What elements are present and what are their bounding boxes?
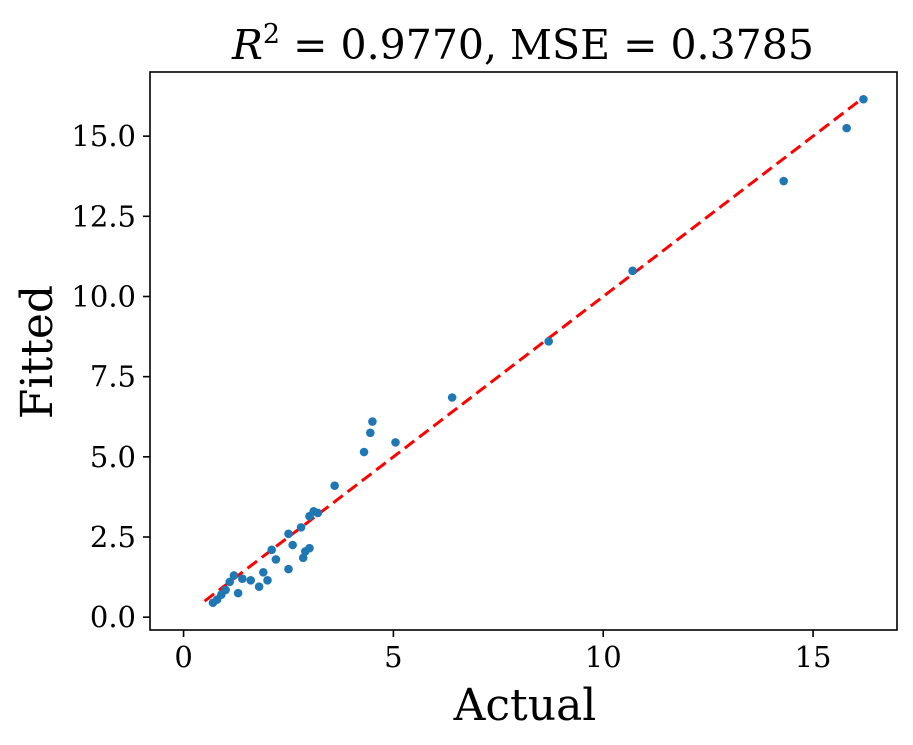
title-metrics: = 0.9770, MSE = 0.3785 xyxy=(280,21,814,69)
y-tick-label: 10.0 xyxy=(71,279,136,313)
scatter-point xyxy=(842,123,851,133)
x-axis-label: Actual xyxy=(453,680,597,731)
y-tick-label: 7.5 xyxy=(90,360,136,394)
y-tick-label: 15.0 xyxy=(71,119,136,153)
scatter-point xyxy=(296,523,306,532)
plot-area: 0 5 10 15 0.0 2.5 5.0 7.5 10.0 12.5 15.0 xyxy=(71,71,898,674)
scatter-point xyxy=(359,447,369,457)
reference-line xyxy=(203,96,865,603)
scatter-point xyxy=(238,574,247,583)
scatter-point xyxy=(254,582,264,592)
y-tick-label: 2.5 xyxy=(90,520,136,554)
scatter-point xyxy=(246,575,256,585)
scatter-point xyxy=(259,567,268,577)
y-tick-label: 12.5 xyxy=(71,199,136,233)
scatter-point xyxy=(225,577,235,587)
title-r-exponent: 2 xyxy=(263,19,280,50)
scatter-point xyxy=(391,438,400,447)
scatter-point xyxy=(313,508,323,518)
x-tick-label: 5 xyxy=(384,640,402,674)
scatter-point xyxy=(447,393,457,402)
scatter-point xyxy=(368,417,377,426)
y-tick-label: 5.0 xyxy=(90,440,136,474)
scatter-point xyxy=(544,337,553,346)
scatter-point xyxy=(305,543,314,553)
scatter-point xyxy=(267,545,277,555)
scatter-point xyxy=(263,575,272,585)
scatter-point xyxy=(284,529,293,539)
y-axis-label: Fitted xyxy=(12,285,63,419)
y-tick-label: 0.0 xyxy=(90,600,136,634)
plot-frame xyxy=(149,71,898,631)
scatter-point xyxy=(233,588,243,598)
scatter-points xyxy=(208,94,868,608)
scatter-point xyxy=(779,176,788,186)
scatter-point xyxy=(221,585,230,595)
x-axis-ticks: 0 5 10 15 xyxy=(174,630,832,674)
x-tick-label: 15 xyxy=(795,640,832,674)
scatter-point xyxy=(271,555,281,564)
chart-title: R2 = 0.9770, MSE = 0.3785 xyxy=(231,19,814,69)
title-r-symbol: R xyxy=(231,21,263,69)
scatter-point xyxy=(366,428,375,438)
y-axis-ticks: 0.0 2.5 5.0 7.5 10.0 12.5 15.0 xyxy=(71,119,150,634)
x-tick-label: 10 xyxy=(585,640,622,674)
scatter-point xyxy=(330,481,339,490)
scatter-point xyxy=(288,540,297,550)
scatter-point xyxy=(229,571,239,580)
scatter-point xyxy=(284,564,293,574)
scatter-point xyxy=(859,94,868,104)
x-tick-label: 0 xyxy=(174,640,192,674)
scatter-point xyxy=(628,266,637,276)
